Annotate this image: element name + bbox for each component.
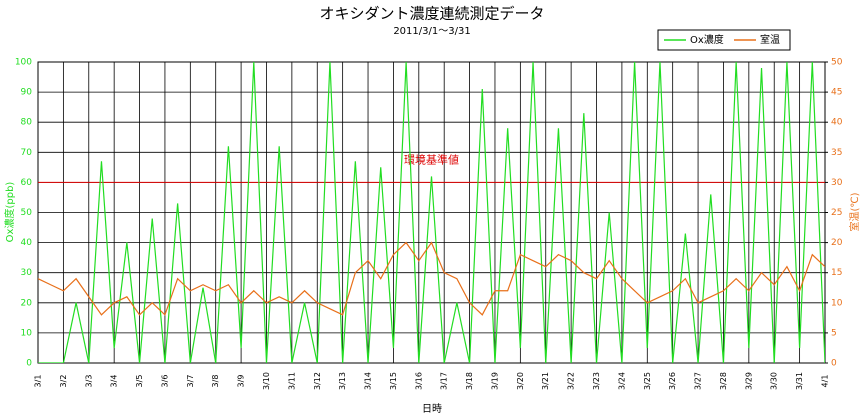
y2-tick-label: 10 [831,298,843,308]
x-tick-label: 3/15 [389,372,398,390]
y-tick-label: 70 [21,148,33,158]
y-tick-label: 0 [26,359,32,369]
y-tick-label: 40 [21,238,33,248]
x-tick-label: 3/16 [414,372,423,390]
annotation: 環境基準値 [404,152,459,166]
x-tick-label: 3/14 [364,372,373,390]
x-tick-label: 3/31 [795,372,804,390]
y-tick-label: 30 [21,268,33,278]
y-tick-label: 100 [15,58,32,68]
x-tick-label: 3/11 [287,372,296,390]
x-tick-label: 3/27 [694,372,703,390]
x-tick-label: 3/21 [541,372,550,390]
x-tick-label: 3/28 [719,372,728,390]
y-tick-label: 20 [21,298,33,308]
legend [657,29,791,51]
y2-axis-label: 室温(℃) [848,192,861,231]
legend-label: 室温 [760,33,780,46]
x-tick-label: 3/12 [313,372,322,390]
x-tick-label: 4/1 [821,375,830,388]
x-tick-label: 3/2 [59,375,68,388]
y2-tick-label: 30 [831,178,843,188]
y2-tick-label: 40 [831,118,843,128]
x-tick-label: 3/25 [643,372,652,390]
y2-tick-label: 5 [831,328,837,338]
x-tick-label: 3/4 [110,375,119,388]
y2-tick-label: 50 [831,58,843,68]
x-axis-label: 日時 [422,403,442,415]
y2-tick-label: 15 [831,268,842,278]
y-tick-label: 10 [21,328,33,338]
x-tick-label: 3/26 [668,372,677,390]
x-tick-label: 3/20 [516,372,525,390]
x-tick-label: 3/30 [770,372,779,390]
chart-title: オキシダント濃度連続測定データ [319,5,544,23]
x-tick-label: 3/6 [160,375,169,388]
x-tick-label: 3/1 [34,375,43,388]
x-tick-label: 3/23 [592,372,601,390]
x-tick-label: 3/9 [237,375,246,388]
y2-tick-label: 20 [831,238,843,248]
y2-tick-label: 45 [831,88,842,98]
y2-tick-label: 25 [831,208,842,218]
x-tick-label: 3/10 [262,372,271,390]
x-tick-label: 3/8 [211,375,220,388]
y-tick-label: 60 [21,178,33,188]
x-tick-label: 3/24 [617,372,626,390]
x-tick-label: 3/17 [440,372,449,390]
y-tick-label: 80 [21,118,33,128]
y-tick-label: 50 [21,208,33,218]
x-tick-label: 3/29 [744,372,753,390]
x-tick-label: 3/19 [490,372,499,390]
y-axis-label: Ox濃度(ppb) [3,182,16,243]
x-tick-label: 3/22 [567,372,576,390]
x-tick-label: 3/13 [338,372,347,390]
y2-tick-label: 35 [831,148,842,158]
legend-label: Ox濃度 [690,33,724,46]
chart-subtitle: 2011/3/1～3/31 [393,26,470,37]
series-line [38,241,825,316]
x-tick-label: 3/18 [465,372,474,390]
x-tick-label: 3/3 [84,375,93,388]
y2-tick-label: 0 [831,359,837,369]
x-tick-label: 3/5 [135,375,144,388]
x-tick-label: 3/7 [186,375,195,388]
y-tick-label: 90 [21,88,33,98]
series-line [38,62,825,363]
